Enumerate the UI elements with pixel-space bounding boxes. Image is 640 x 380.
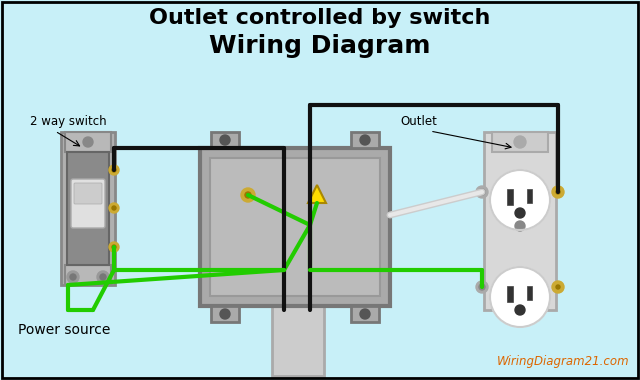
- Circle shape: [515, 221, 525, 231]
- Circle shape: [245, 192, 251, 198]
- Circle shape: [515, 305, 525, 315]
- Circle shape: [479, 189, 485, 195]
- FancyBboxPatch shape: [61, 132, 115, 285]
- FancyBboxPatch shape: [71, 179, 105, 228]
- FancyBboxPatch shape: [527, 286, 532, 300]
- Circle shape: [100, 274, 106, 280]
- Circle shape: [490, 170, 550, 230]
- FancyBboxPatch shape: [351, 132, 379, 148]
- FancyBboxPatch shape: [351, 306, 379, 322]
- FancyBboxPatch shape: [272, 306, 324, 376]
- FancyBboxPatch shape: [492, 132, 548, 152]
- Text: 2 way switch: 2 way switch: [30, 115, 107, 128]
- FancyBboxPatch shape: [67, 152, 109, 265]
- Circle shape: [556, 190, 560, 194]
- FancyBboxPatch shape: [492, 290, 548, 310]
- Circle shape: [514, 136, 526, 148]
- Circle shape: [112, 168, 116, 172]
- Text: Power source: Power source: [18, 323, 110, 337]
- Circle shape: [220, 309, 230, 319]
- Circle shape: [67, 271, 79, 283]
- FancyBboxPatch shape: [211, 132, 239, 148]
- Circle shape: [556, 285, 560, 289]
- Circle shape: [70, 274, 76, 280]
- FancyBboxPatch shape: [210, 158, 380, 296]
- FancyBboxPatch shape: [507, 189, 513, 205]
- Circle shape: [479, 284, 485, 290]
- Circle shape: [109, 203, 119, 213]
- Circle shape: [552, 281, 564, 293]
- FancyBboxPatch shape: [65, 132, 111, 152]
- Polygon shape: [308, 185, 326, 203]
- Text: WiringDiagram21.com: WiringDiagram21.com: [497, 355, 630, 368]
- Text: Wiring Diagram: Wiring Diagram: [209, 34, 431, 58]
- Circle shape: [360, 309, 370, 319]
- FancyBboxPatch shape: [211, 306, 239, 322]
- Circle shape: [536, 294, 548, 306]
- Circle shape: [360, 135, 370, 145]
- Circle shape: [83, 137, 93, 147]
- Circle shape: [476, 281, 488, 293]
- Circle shape: [109, 165, 119, 175]
- FancyBboxPatch shape: [507, 286, 513, 302]
- Text: Outlet controlled by switch: Outlet controlled by switch: [149, 8, 491, 28]
- FancyBboxPatch shape: [484, 132, 556, 310]
- Text: Outlet: Outlet: [400, 115, 437, 128]
- FancyBboxPatch shape: [200, 148, 390, 306]
- Circle shape: [515, 208, 525, 218]
- Circle shape: [476, 186, 488, 198]
- Circle shape: [109, 242, 119, 252]
- Circle shape: [492, 294, 504, 306]
- Circle shape: [539, 297, 545, 303]
- Circle shape: [112, 245, 116, 249]
- FancyBboxPatch shape: [65, 265, 111, 285]
- Circle shape: [241, 188, 255, 202]
- Circle shape: [220, 135, 230, 145]
- FancyBboxPatch shape: [527, 189, 532, 203]
- Circle shape: [495, 297, 501, 303]
- Circle shape: [112, 206, 116, 210]
- Circle shape: [97, 271, 109, 283]
- FancyBboxPatch shape: [74, 183, 102, 204]
- Circle shape: [552, 186, 564, 198]
- Circle shape: [490, 267, 550, 327]
